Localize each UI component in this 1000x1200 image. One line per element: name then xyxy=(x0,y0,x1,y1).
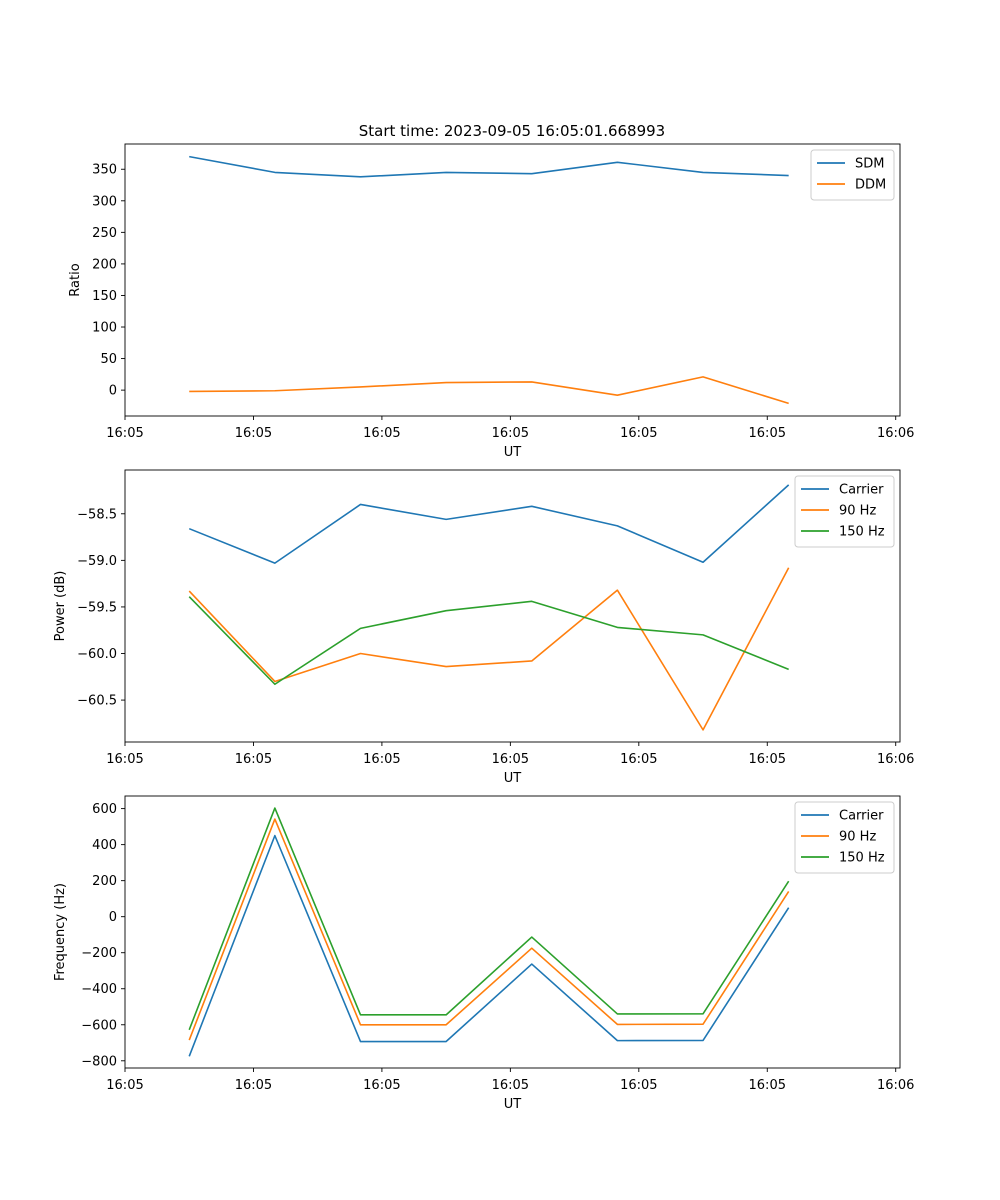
y-tick-label: 100 xyxy=(92,321,117,336)
x-tick-label: 16:05 xyxy=(235,752,272,767)
x-tick-label: 16:05 xyxy=(106,1078,143,1093)
x-tick-label: 16:05 xyxy=(749,426,786,441)
y-axis-label: Frequency (Hz) xyxy=(53,883,68,981)
y-tick-label: 0 xyxy=(109,384,117,399)
legend: SDM DDM xyxy=(810,149,895,201)
series-line-150-hz xyxy=(188,596,789,686)
x-tick-label: 16:05 xyxy=(620,1078,657,1093)
chart-title: Start time: 2023-09-05 16:05:01.668993 xyxy=(359,122,665,140)
series-line-ddm xyxy=(189,376,789,405)
y-tick-label: −800 xyxy=(81,1054,117,1069)
x-axis-label: UT xyxy=(504,1097,522,1112)
series-line-90-hz xyxy=(188,567,790,731)
y-tick-label: −60.0 xyxy=(77,647,117,662)
x-tick-label: 16:05 xyxy=(363,426,400,441)
x-tick-label: 16:05 xyxy=(749,752,786,767)
y-tick-label: 250 xyxy=(92,226,117,241)
x-axis-label: UT xyxy=(504,445,522,460)
legend-label: Carrier xyxy=(839,809,884,824)
x-tick-label: 16:05 xyxy=(235,426,272,441)
series-line-90-hz xyxy=(188,818,790,1041)
legend-label: 90 Hz xyxy=(839,504,876,519)
y-tick-label: 300 xyxy=(92,194,117,209)
y-tick-label: 0 xyxy=(109,910,117,925)
y-tick-label: −59.5 xyxy=(77,600,117,615)
legend-label: SDM xyxy=(855,157,884,172)
legend-box xyxy=(794,801,895,874)
y-tick-label: 200 xyxy=(92,257,117,272)
x-tick-label: 16:05 xyxy=(749,1078,786,1093)
y-tick-label: −400 xyxy=(81,982,117,997)
legend-label: DDM xyxy=(855,178,886,193)
x-tick-label: 16:05 xyxy=(235,1078,272,1093)
y-tick-label: −58.5 xyxy=(77,507,117,522)
y-tick-label: 200 xyxy=(92,874,117,889)
legend: Carrier 90 Hz 150 Hz xyxy=(794,475,895,548)
legend-box xyxy=(794,475,895,548)
series-line-sdm xyxy=(189,155,789,178)
chart-panel-1: 16:05 16:05 16:05 16:05 16:05 16:05 16:06 0 50 10… xyxy=(68,143,914,460)
x-tick-label: 16:06 xyxy=(877,752,914,767)
x-tick-label: 16:05 xyxy=(363,1078,400,1093)
axes-frame xyxy=(124,795,901,1069)
legend-label: 150 Hz xyxy=(839,525,885,540)
series-line-150-hz xyxy=(188,807,790,1031)
legend-label: 90 Hz xyxy=(839,830,876,845)
y-tick-label: 400 xyxy=(92,838,117,853)
x-tick-label: 16:06 xyxy=(877,1078,914,1093)
series-line-carrier xyxy=(188,484,790,564)
legend-label: 150 Hz xyxy=(839,851,885,866)
chart-panel-2: 16:05 16:05 16:05 16:05 16:05 16:05 16:06 −60.5… xyxy=(53,469,914,786)
legend: Carrier 90 Hz 150 Hz xyxy=(794,801,895,874)
x-tick-label: 16:05 xyxy=(492,752,529,767)
y-tick-label: −600 xyxy=(81,1018,117,1033)
chart-panel-3: 16:05 16:05 16:05 16:05 16:05 16:05 16:06 −800 −… xyxy=(53,795,914,1112)
series-line-carrier xyxy=(188,834,790,1057)
x-tick-label: 16:05 xyxy=(492,1078,529,1093)
y-tick-label: −59.0 xyxy=(77,554,117,569)
y-tick-label: −200 xyxy=(81,946,117,961)
axes-frame xyxy=(124,469,901,743)
y-tick-label: 150 xyxy=(92,289,117,304)
y-axis-label: Power (dB) xyxy=(53,571,68,642)
x-tick-label: 16:05 xyxy=(620,752,657,767)
x-tick-label: 16:05 xyxy=(492,426,529,441)
x-tick-label: 16:05 xyxy=(620,426,657,441)
x-tick-label: 16:06 xyxy=(877,426,914,441)
y-tick-label: 50 xyxy=(100,352,117,367)
axes-frame xyxy=(124,143,901,417)
y-tick-label: 350 xyxy=(92,163,117,178)
x-tick-label: 16:05 xyxy=(363,752,400,767)
y-tick-label: −60.5 xyxy=(77,694,117,709)
x-tick-label: 16:05 xyxy=(106,752,143,767)
x-axis-label: UT xyxy=(504,771,522,786)
legend-label: Carrier xyxy=(839,483,884,498)
y-axis-label: Ratio xyxy=(68,263,83,296)
y-tick-label: 600 xyxy=(92,802,117,817)
x-tick-label: 16:05 xyxy=(106,426,143,441)
